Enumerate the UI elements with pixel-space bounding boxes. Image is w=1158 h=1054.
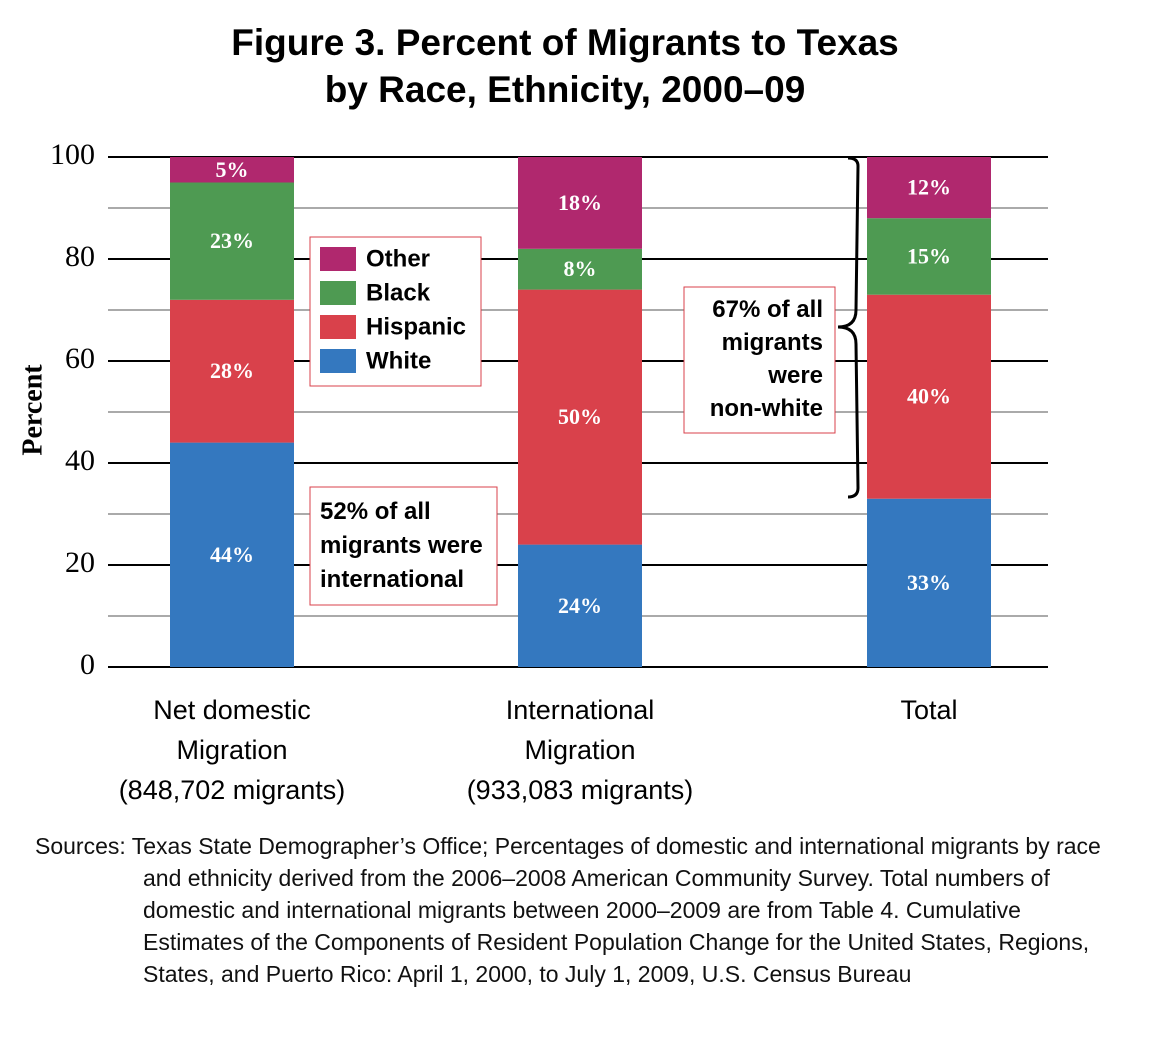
y-tick-label: 80 xyxy=(65,240,95,273)
data-label: 24% xyxy=(558,593,602,618)
y-tick-label: 40 xyxy=(65,444,95,477)
y-tick-label: 60 xyxy=(65,342,95,375)
bar-segment xyxy=(518,544,642,667)
bar-segment xyxy=(518,289,642,545)
bar-segment xyxy=(518,157,642,249)
bar-segment xyxy=(170,299,294,443)
x-tick-label: Net domestic Migration (848,702 migrants) xyxy=(119,695,346,805)
data-label: 40% xyxy=(907,384,951,409)
data-label: 12% xyxy=(907,175,951,200)
bar-segment xyxy=(170,442,294,667)
data-label: 33% xyxy=(907,570,951,595)
legend: Other Black Hispanic White xyxy=(320,245,466,374)
bar-segment xyxy=(518,248,642,290)
legend-label: Other xyxy=(366,245,430,272)
data-label: 28% xyxy=(210,358,254,383)
annotation-box xyxy=(309,486,498,606)
annotation: 52% of all migrants were international xyxy=(320,498,483,593)
legend-swatch xyxy=(320,315,356,339)
data-label: 5% xyxy=(216,157,249,182)
data-label: 44% xyxy=(210,542,254,567)
data-label: 15% xyxy=(907,243,951,268)
legend-swatch xyxy=(320,349,356,373)
legend-label: Black xyxy=(366,279,431,306)
legend-label: White xyxy=(366,347,431,374)
data-label: 50% xyxy=(558,404,602,429)
source-note: Sources: Texas State Demographer’s Offic… xyxy=(35,833,1101,987)
annotation-box xyxy=(683,286,836,434)
bar-segment xyxy=(170,157,294,183)
annotation: 67% of all migrants were non-white xyxy=(710,296,823,422)
chart-title: Figure 3. Percent of Migrants to Texas by… xyxy=(231,22,899,110)
y-tick-label: 20 xyxy=(65,546,95,579)
brace xyxy=(837,156,860,499)
bar-segment xyxy=(170,182,294,300)
y-tick-label: 100 xyxy=(50,138,95,171)
bar-segment xyxy=(867,218,991,295)
legend-label: Hispanic xyxy=(366,313,466,340)
x-tick-label: International Migration (933,083 migrants) xyxy=(467,695,694,805)
bar-segment xyxy=(867,498,991,667)
y-tick-label: 0 xyxy=(80,648,95,681)
bar-segment xyxy=(867,157,991,219)
data-label: 8% xyxy=(564,256,597,281)
x-tick-label: Total xyxy=(900,695,957,725)
bar-segment xyxy=(867,294,991,499)
data-label: 23% xyxy=(210,228,254,253)
legend-swatch xyxy=(320,247,356,271)
chart: Figure 3. Percent of Migrants to Texas by… xyxy=(17,22,1048,805)
y-axis-label: Percent xyxy=(17,364,48,456)
bars: Net domestic Migration (848,702 migrants) 4… xyxy=(119,157,991,805)
data-label: 18% xyxy=(558,190,602,215)
legend-swatch xyxy=(320,281,356,305)
